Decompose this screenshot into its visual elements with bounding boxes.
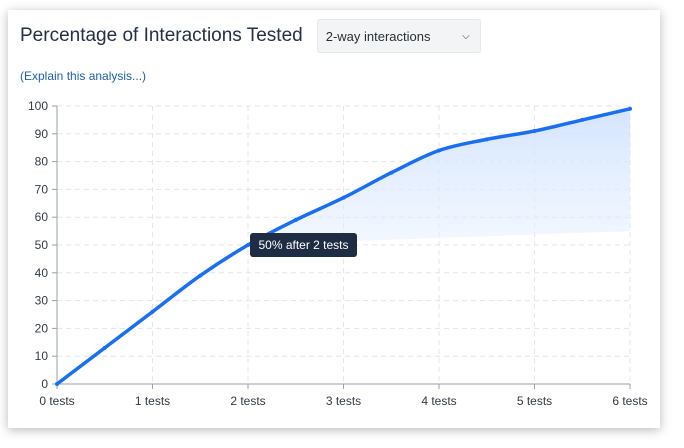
tooltip-text: 50% after 2 tests — [258, 238, 348, 252]
tick-labels: 0 10 20 30 40 50 60 70 80 90 100 0 tests 1 tests 2 te… — [28, 99, 648, 408]
y-tick-label: 20 — [35, 321, 49, 335]
chevron-down-icon: ⌵ — [462, 30, 470, 42]
y-tick-label: 10 — [35, 349, 49, 363]
y-tick-label: 50 — [35, 238, 49, 252]
coverage-area — [57, 108, 630, 384]
y-tick-label: 60 — [35, 210, 49, 224]
data-points — [55, 106, 632, 386]
x-tick-label: 4 tests — [421, 394, 456, 408]
data-point — [532, 129, 537, 134]
interaction-type-select[interactable]: 2-way interactions ⌵ — [316, 19, 481, 53]
data-point — [628, 106, 632, 111]
y-tick-label: 80 — [35, 155, 49, 169]
y-tick-label: 90 — [35, 127, 49, 141]
data-point — [55, 382, 59, 386]
data-point — [150, 309, 155, 314]
y-tick-label: 40 — [35, 266, 49, 280]
data-point — [341, 195, 346, 200]
data-point — [484, 137, 489, 142]
page-title: Percentage of Interactions Tested — [20, 25, 303, 46]
data-point — [198, 273, 203, 278]
y-tick-label: 70 — [35, 182, 49, 196]
chart-header: Percentage of Interactions Tested 2-way … — [20, 18, 481, 54]
x-tick-label: 2 tests — [230, 394, 265, 408]
data-point — [102, 345, 107, 350]
data-point — [437, 148, 441, 153]
y-tick-label: 0 — [41, 377, 48, 391]
data-point — [293, 217, 298, 222]
data-point — [246, 243, 250, 247]
data-point — [389, 170, 394, 175]
select-value: 2-way interactions — [325, 28, 431, 44]
y-tick-label: 100 — [28, 99, 48, 113]
x-tick-label: 3 tests — [326, 394, 361, 408]
data-point — [580, 117, 585, 122]
x-tick-label: 5 tests — [517, 394, 552, 408]
axes — [52, 105, 631, 389]
y-tick-label: 30 — [35, 294, 49, 308]
x-tick-label: 1 tests — [135, 394, 170, 408]
explain-analysis-link[interactable]: (Explain this analysis...) — [20, 69, 147, 83]
x-tick-label: 6 tests — [612, 394, 647, 408]
tooltip-box — [250, 233, 357, 257]
tooltip: 50% after 2 tests — [250, 233, 357, 257]
x-tick-label: 0 tests — [39, 394, 74, 408]
